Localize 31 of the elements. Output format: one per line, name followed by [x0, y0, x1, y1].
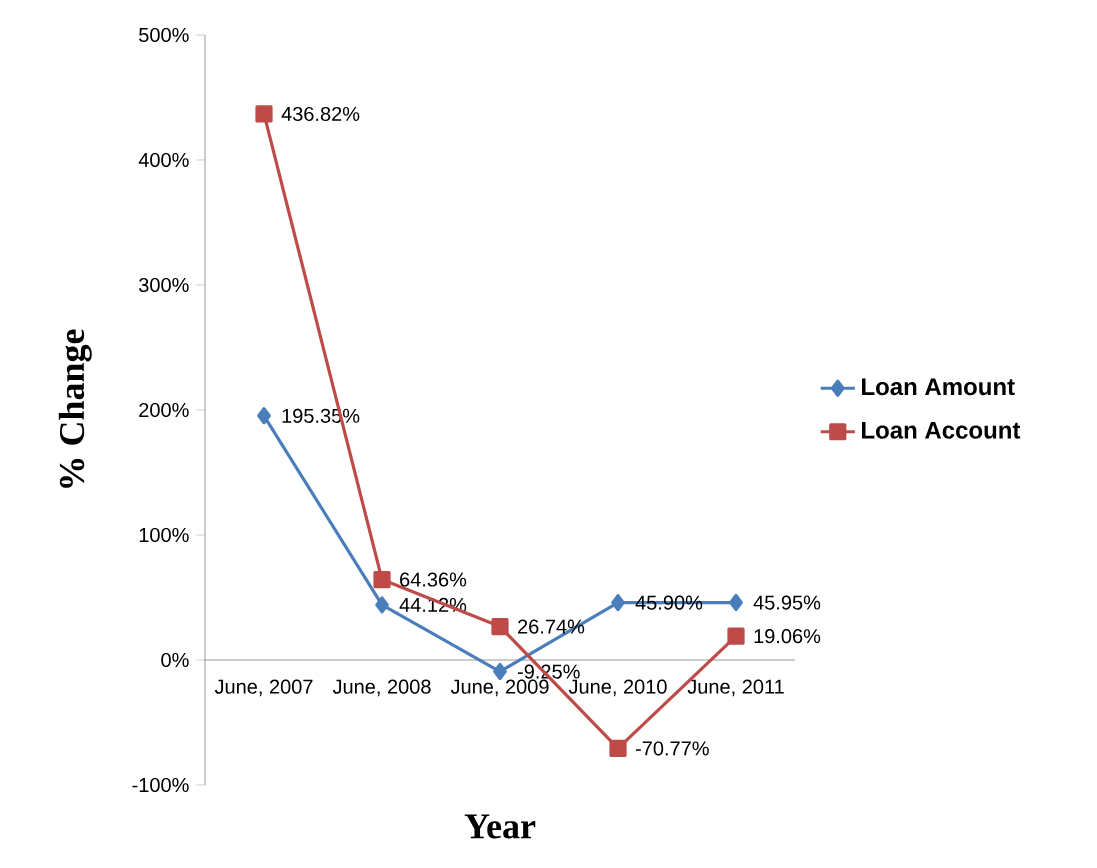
x-tick-label: June, 2007	[214, 679, 313, 697]
x-tick-label: June, 2009	[450, 679, 549, 697]
point	[257, 407, 271, 425]
point	[727, 627, 745, 645]
data-label: 64.36%	[400, 572, 467, 587]
x-tick-label: June, 2011	[687, 679, 784, 697]
point	[373, 570, 391, 589]
data-label: 45.95%	[753, 595, 821, 610]
x-tick-label: June, 2010	[568, 679, 667, 697]
legend-label: Loan Amount	[862, 378, 1015, 396]
data-label: -70.77%	[635, 741, 709, 756]
x-tick-label: June, 2008	[332, 679, 431, 697]
point	[611, 594, 625, 612]
point	[609, 739, 627, 758]
point	[493, 662, 507, 681]
y-tick-label: 400%	[138, 152, 189, 168]
y-tick-label: 300%	[139, 277, 189, 293]
y-tick-label: 0%	[161, 652, 189, 668]
y-axis-title: % Change	[58, 329, 92, 488]
point	[729, 593, 743, 612]
y-tick-label: 200%	[139, 402, 189, 418]
legend-label: Loan Account	[862, 422, 1021, 439]
y-tick-label: 500%	[139, 27, 189, 43]
point	[255, 105, 273, 123]
data-label: 436.82%	[281, 106, 360, 122]
y-tick-label: -100%	[132, 777, 189, 793]
data-label: 19.06%	[754, 629, 821, 644]
x-axis-title: Year	[464, 814, 536, 839]
y-tick-label: 100%	[139, 527, 189, 543]
point	[375, 596, 389, 614]
point	[491, 617, 509, 636]
